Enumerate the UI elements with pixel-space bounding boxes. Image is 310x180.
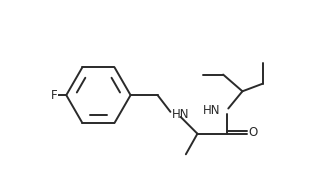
Text: HN: HN bbox=[172, 108, 189, 121]
Text: F: F bbox=[51, 89, 57, 102]
Text: O: O bbox=[249, 126, 258, 139]
Text: HN: HN bbox=[203, 104, 221, 117]
